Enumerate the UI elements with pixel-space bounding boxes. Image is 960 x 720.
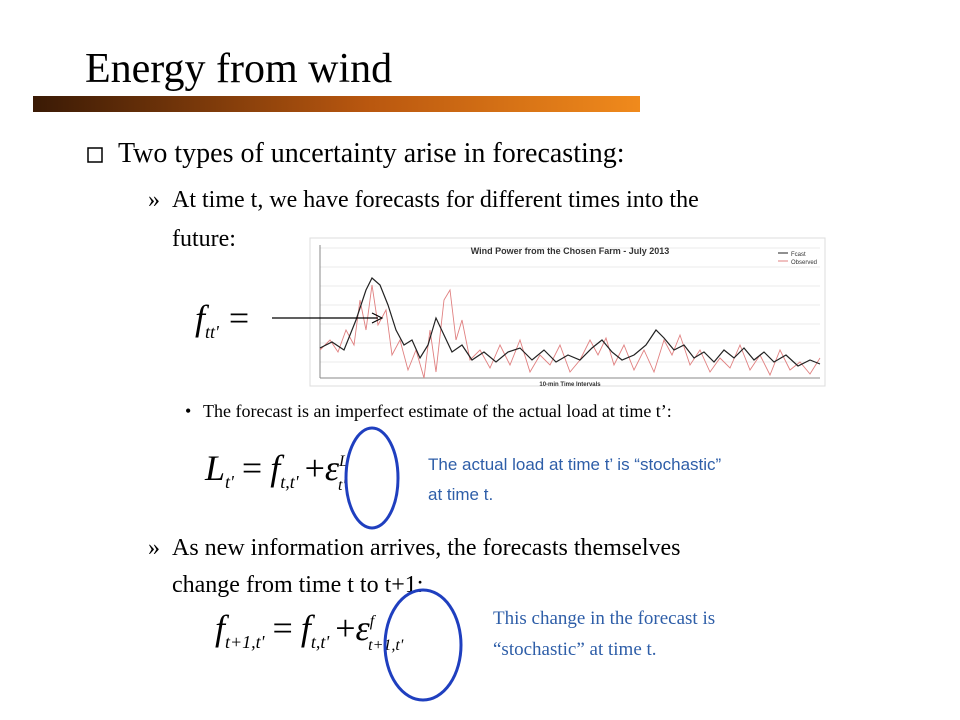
chart-image: Wind Power from the Chosen Farm - July 2… bbox=[309, 237, 826, 388]
equation: ft+1,t' = ft,t' +εf t+1,t' bbox=[215, 608, 404, 654]
highlight-ellipse bbox=[344, 426, 400, 530]
sub-bullet: As new information arrives, the forecast… bbox=[172, 535, 681, 561]
eq-part: f bbox=[370, 613, 377, 630]
eq-part: + bbox=[335, 608, 355, 648]
eq-part: = bbox=[242, 448, 262, 488]
title-bar bbox=[33, 96, 640, 112]
highlight-ellipse bbox=[383, 588, 463, 702]
legend-entry: Observed bbox=[791, 260, 817, 266]
arrow-head bbox=[371, 312, 384, 324]
sub-bullet: future: bbox=[172, 226, 236, 252]
chevron: » bbox=[148, 187, 160, 213]
sub-bullet: change from time t to t+1: bbox=[172, 572, 423, 598]
eq-part: tt' bbox=[205, 322, 220, 342]
sub-bullet: At time t, we have forecasts for differe… bbox=[172, 187, 699, 213]
eq-part: = bbox=[229, 298, 249, 338]
sub-sub-bullet: The forecast is an imperfect estimate of… bbox=[203, 401, 672, 421]
eq-part: L bbox=[204, 448, 225, 488]
bullet: Two types of uncertainty arise in foreca… bbox=[118, 138, 625, 169]
eq-part: t' bbox=[225, 472, 235, 492]
bullet-box bbox=[87, 147, 103, 163]
title: Energy from wind bbox=[85, 46, 392, 92]
eq-part: ε bbox=[356, 608, 371, 648]
eq-part: = bbox=[273, 608, 293, 648]
eq-part: t,t' bbox=[311, 632, 331, 652]
eq-part: t,t' bbox=[280, 472, 300, 492]
legend-entry: Fcast bbox=[791, 252, 806, 258]
eq-part: + bbox=[305, 448, 325, 488]
note: at time t. bbox=[428, 485, 493, 504]
eq-part: t' bbox=[338, 477, 346, 494]
note: “stochastic” at time t. bbox=[493, 639, 657, 660]
chart-title: Wind Power from the Chosen Farm - July 2… bbox=[471, 246, 669, 256]
bullet-dot: • bbox=[185, 401, 191, 421]
equation: Lt' = ft,t' +εL t' bbox=[204, 448, 348, 494]
equation: ftt' = bbox=[195, 298, 249, 342]
eq-part: ε bbox=[325, 448, 340, 488]
eq-part: t+1,t' bbox=[225, 632, 266, 652]
chart-x-label: 10-min Time Intervals bbox=[539, 382, 601, 388]
chevron: » bbox=[148, 535, 160, 561]
note: This change in the forecast is bbox=[493, 608, 715, 629]
eq-part: L bbox=[338, 453, 348, 470]
note: The actual load at time t’ is “stochasti… bbox=[428, 455, 722, 474]
